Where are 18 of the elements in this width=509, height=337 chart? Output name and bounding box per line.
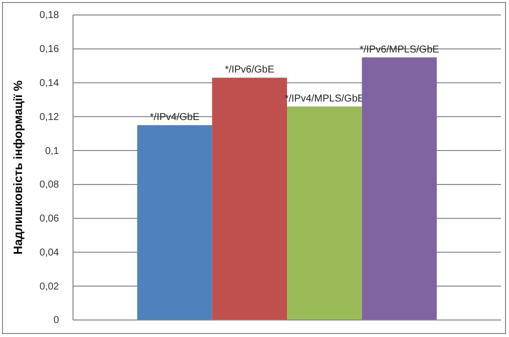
- y-tick-label: 0,12: [40, 112, 60, 123]
- y-tick-label: 0,18: [40, 10, 60, 22]
- y-tick-label: 0,1: [45, 146, 60, 157]
- y-axis-title: Надлишковість інформації %: [11, 80, 25, 255]
- bar: [212, 78, 287, 320]
- bar: [287, 106, 362, 320]
- y-tick-label: 0,14: [40, 78, 60, 89]
- series-label: */IPv6/GbE: [224, 64, 275, 76]
- y-tick-label: 0,16: [40, 44, 60, 56]
- y-tick-label: 0,02: [40, 281, 60, 292]
- y-tick-label: 0,06: [40, 214, 60, 225]
- series-label: */IPv4/GbE: [150, 112, 200, 124]
- bar: [362, 57, 437, 320]
- y-tick-label: 0: [53, 315, 60, 326]
- y-tick-label: 0,04: [40, 247, 60, 258]
- y-tick-label: 0,08: [40, 180, 60, 191]
- bar: [137, 125, 212, 320]
- series-label: */IPv6/MPLS/GbE: [360, 44, 440, 56]
